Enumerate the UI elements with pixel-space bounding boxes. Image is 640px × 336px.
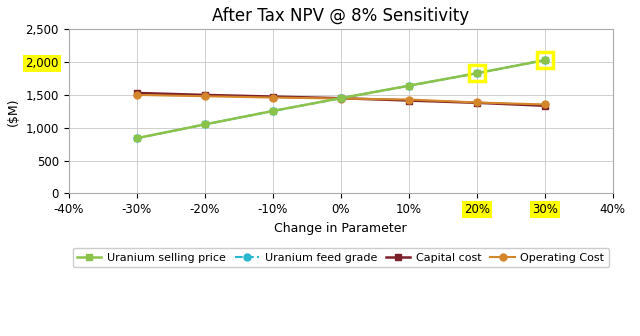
Uranium feed grade bbox=[201, 122, 209, 126]
Capital cost bbox=[269, 94, 276, 98]
Operating Cost bbox=[405, 97, 413, 101]
Uranium selling price bbox=[405, 84, 413, 88]
Uranium feed grade bbox=[405, 84, 413, 88]
Uranium selling price bbox=[132, 136, 140, 140]
Line: Capital cost: Capital cost bbox=[133, 89, 548, 109]
Operating Cost bbox=[473, 100, 481, 104]
Capital cost bbox=[201, 93, 209, 97]
Capital cost bbox=[132, 91, 140, 95]
Uranium selling price bbox=[473, 71, 481, 75]
Uranium selling price bbox=[269, 109, 276, 113]
Uranium feed grade bbox=[132, 136, 140, 140]
Uranium feed grade bbox=[473, 71, 481, 75]
Uranium selling price bbox=[201, 122, 209, 126]
Uranium selling price bbox=[541, 58, 548, 62]
Line: Operating Cost: Operating Cost bbox=[133, 91, 548, 108]
Capital cost bbox=[337, 96, 344, 100]
Uranium feed grade bbox=[541, 58, 548, 62]
Y-axis label: ($M): ($M) bbox=[7, 97, 20, 126]
Capital cost bbox=[473, 101, 481, 105]
Capital cost bbox=[541, 104, 548, 108]
Uranium selling price bbox=[337, 96, 344, 100]
Legend: Uranium selling price, Uranium feed grade, Capital cost, Operating Cost: Uranium selling price, Uranium feed grad… bbox=[72, 248, 609, 267]
Title: After Tax NPV @ 8% Sensitivity: After Tax NPV @ 8% Sensitivity bbox=[212, 7, 469, 25]
Operating Cost bbox=[269, 95, 276, 99]
Uranium feed grade bbox=[337, 96, 344, 100]
Uranium feed grade bbox=[269, 109, 276, 113]
Capital cost bbox=[405, 98, 413, 102]
Line: Uranium selling price: Uranium selling price bbox=[133, 57, 548, 142]
Operating Cost bbox=[132, 93, 140, 97]
Operating Cost bbox=[541, 102, 548, 107]
Operating Cost bbox=[201, 94, 209, 98]
Line: Uranium feed grade: Uranium feed grade bbox=[133, 57, 548, 142]
X-axis label: Change in Parameter: Change in Parameter bbox=[275, 222, 407, 235]
Operating Cost bbox=[337, 96, 344, 100]
